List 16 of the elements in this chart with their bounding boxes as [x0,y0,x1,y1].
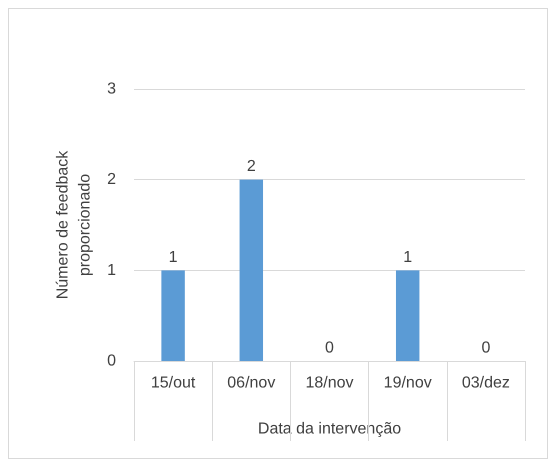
x-tick-label: 19/nov [384,374,432,392]
data-label: 0 [325,340,334,356]
y-tick-label: 0 [107,352,116,370]
x-axis-title: Data da intervenção [258,420,402,438]
data-label: 2 [246,158,256,176]
data-label: 1 [168,248,178,266]
data-label: 0 [481,340,490,356]
data-label: 1 [403,248,412,266]
x-tick-label: 03/dez [462,374,510,392]
y-axis-title: Número de feedback proporcionado [54,150,94,300]
x-tick-label: 15/out [150,374,196,392]
x-tick-label: 06/nov [227,374,276,392]
y-tick-label: 1 [107,262,116,279]
y-tick-label: 3 [107,80,116,98]
x-tick-label: 18/nov [305,374,354,392]
y-tick-label: 2 [107,171,116,188]
